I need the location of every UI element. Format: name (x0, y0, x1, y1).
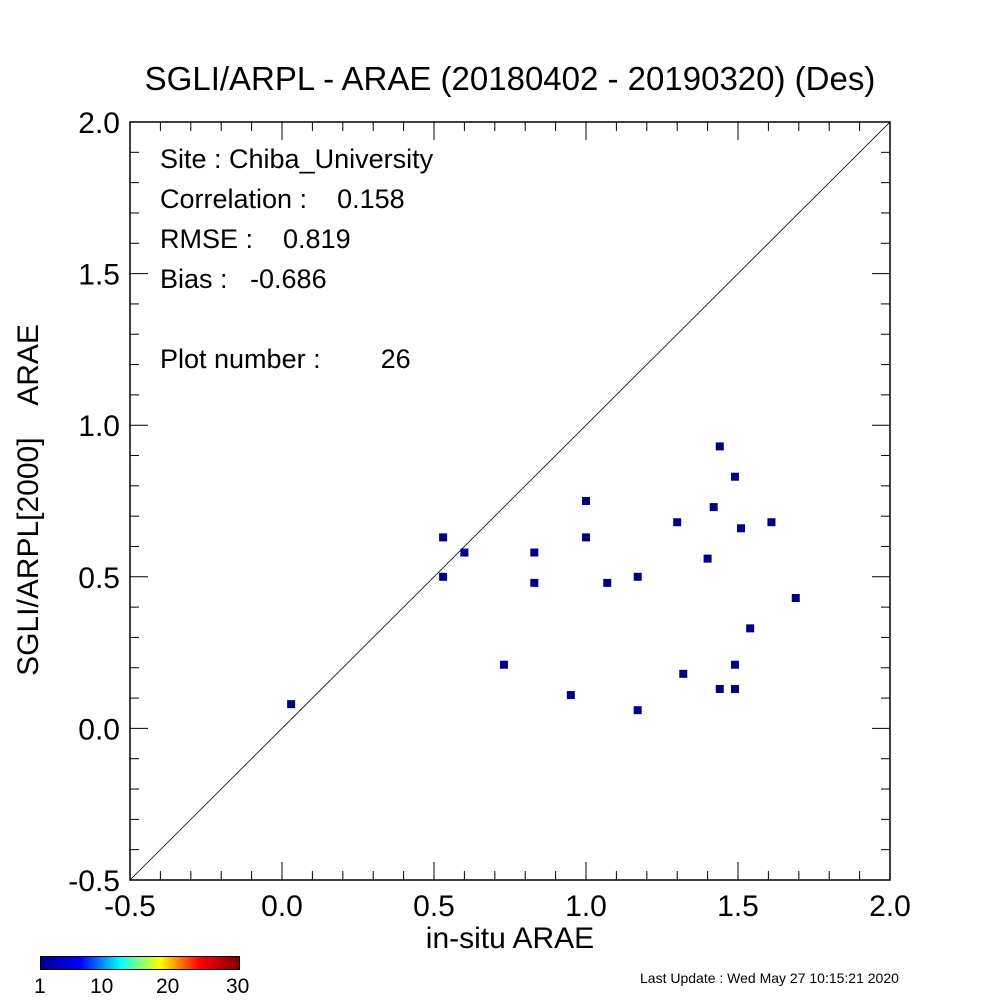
data-point (530, 548, 539, 557)
data-point (730, 472, 739, 481)
x-tick-label: 0.0 (261, 890, 303, 923)
stats-plot-number: Plot number : 26 (160, 344, 411, 374)
x-tick-label: -0.5 (104, 890, 156, 923)
data-point (673, 518, 682, 527)
colorbar-tick-30: 30 (226, 975, 250, 998)
reference-line-group (129, 121, 891, 881)
data-point (730, 684, 739, 693)
data-point (439, 572, 448, 581)
colorbar (40, 956, 240, 970)
data-point (582, 497, 590, 505)
data-point (530, 578, 539, 587)
last-update-timestamp: Last Update : Wed May 27 10:15:21 2020 (640, 970, 899, 986)
y-tick-label: 1.0 (78, 410, 120, 443)
data-point (767, 518, 776, 527)
x-tick-label: 1.0 (565, 890, 607, 923)
data-point (460, 548, 469, 557)
stats-bias: Bias : -0.686 (160, 264, 327, 294)
y-axis-label: SGLI/ARPL[2000] ARAE (12, 324, 45, 676)
y-tick-label: 0.0 (78, 713, 120, 746)
colorbar-tick-20: 20 (156, 975, 180, 998)
y-tick-label: -0.5 (68, 865, 120, 898)
axes: -0.5 0.0 0.5 1.0 1.5 2.0 -0.5 0.0 0.5 1.0 1.5 2.0 (68, 107, 911, 923)
data-point (791, 594, 800, 603)
data-point (715, 442, 724, 451)
stats-rmse: RMSE : 0.819 (160, 224, 351, 254)
stats-site: Site : Chiba_University (160, 144, 434, 174)
data-point (287, 700, 296, 709)
x-axis-label: in-situ ARAE (426, 922, 594, 950)
plot-frame (129, 121, 891, 881)
stats-correlation: Correlation : 0.158 (160, 184, 405, 214)
y-tick-label: 0.5 (78, 562, 120, 595)
data-point (499, 660, 508, 669)
data-point (439, 533, 448, 542)
y-tick-label: 1.5 (78, 259, 120, 292)
y-tick-label: 2.0 (78, 107, 120, 140)
x-tick-label: 1.5 (717, 890, 759, 923)
one-to-one-line (129, 121, 891, 881)
data-point (703, 554, 712, 563)
data-point (603, 578, 612, 587)
stats-annotation: Site : Chiba_University Correlation : 0.… (160, 144, 434, 374)
data-point (679, 669, 688, 678)
scatter-plot: SGLI/ARPL - ARAE (20180402 - 20190320) (… (12, 60, 911, 950)
x-tick-label: 2.0 (869, 890, 911, 923)
data-point (633, 706, 642, 715)
data-point (633, 572, 642, 581)
colorbar-tick-10: 10 (90, 975, 114, 998)
chart-title: SGLI/ARPL - ARAE (20180402 - 20190320) (… (145, 60, 876, 97)
data-point (715, 684, 724, 693)
data-point (737, 524, 746, 533)
data-point (709, 503, 718, 512)
x-tick-label: 0.5 (413, 890, 455, 923)
data-point (730, 660, 739, 669)
data-point (746, 624, 755, 633)
data-point (566, 691, 575, 700)
data-points (287, 442, 800, 715)
data-point (582, 533, 590, 542)
colorbar-tick-1: 1 (34, 975, 46, 998)
